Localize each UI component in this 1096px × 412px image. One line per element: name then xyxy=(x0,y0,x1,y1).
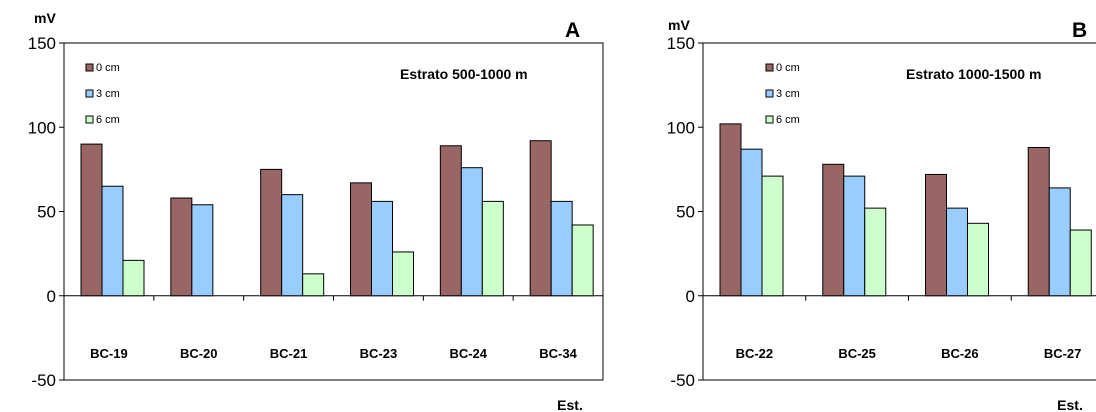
category-label: BC-22 xyxy=(736,346,774,361)
legend-swatch xyxy=(85,89,94,98)
y-tick-label: 0 xyxy=(686,287,695,306)
bar xyxy=(439,145,462,297)
bar xyxy=(260,168,283,297)
bar xyxy=(191,204,214,297)
bar xyxy=(529,140,552,297)
legend-label: 6 cm xyxy=(96,114,120,126)
panel-letter: A xyxy=(565,19,580,42)
bar xyxy=(967,222,989,297)
bar xyxy=(925,173,947,297)
bar xyxy=(371,200,393,297)
y-tick-label: 50 xyxy=(676,203,695,222)
bar xyxy=(170,197,193,297)
y-tick-label: -50 xyxy=(31,371,56,390)
bar xyxy=(761,175,784,297)
category-label: BC-20 xyxy=(180,346,218,361)
category-label: BC-25 xyxy=(838,346,876,361)
x-axis-label: Est. xyxy=(557,397,583,412)
y-tick-label: 50 xyxy=(37,203,56,222)
legend-label: 0 cm xyxy=(776,62,800,74)
bar xyxy=(481,200,504,297)
legend-swatch xyxy=(765,63,774,72)
category-label: BC-34 xyxy=(539,346,577,361)
bar xyxy=(302,273,325,297)
bar xyxy=(1069,229,1092,297)
bar xyxy=(571,224,594,297)
legend-swatch xyxy=(85,63,94,72)
bar xyxy=(843,175,866,297)
bar xyxy=(946,207,968,297)
legend-label: 3 cm xyxy=(96,88,120,100)
legend-label: 3 cm xyxy=(776,88,800,100)
y-tick-label: 0 xyxy=(47,287,56,306)
y-tick-label: 100 xyxy=(667,118,695,137)
legend-swatch xyxy=(765,89,774,98)
legend-label: 6 cm xyxy=(776,114,800,126)
x-axis-label: Est. xyxy=(1057,397,1083,412)
panel-letter: B xyxy=(1072,19,1087,42)
y-tick-label: 150 xyxy=(28,34,56,53)
bar xyxy=(550,200,573,297)
bar xyxy=(350,182,372,297)
category-label: BC-23 xyxy=(360,346,398,361)
bar xyxy=(1027,146,1050,297)
bar xyxy=(1048,187,1071,297)
y-tick-label: -50 xyxy=(670,371,695,390)
chart-a: mV A Estrato 500-1000 m Est. -50 0 50 100 15… xyxy=(28,10,604,412)
bar xyxy=(392,251,414,297)
legend-label: 0 cm xyxy=(96,62,120,74)
legend-swatch xyxy=(85,115,94,124)
bar xyxy=(80,143,103,297)
bar xyxy=(719,123,742,297)
y-tick-label: 100 xyxy=(28,118,56,137)
y-tick-label: 150 xyxy=(667,34,695,53)
y-axis-label: mV xyxy=(668,17,690,33)
bar xyxy=(101,185,124,297)
bar xyxy=(122,259,145,297)
category-label: BC-24 xyxy=(449,346,487,361)
bar xyxy=(740,148,763,297)
bar xyxy=(460,167,483,297)
plot-frame xyxy=(63,42,604,381)
category-label: BC-21 xyxy=(270,346,308,361)
stratum-label: Estrato 1000-1500 m xyxy=(906,66,1041,82)
stratum-label: Estrato 500-1000 m xyxy=(400,66,528,82)
category-label: BC-27 xyxy=(1044,346,1082,361)
y-axis-label: mV xyxy=(34,10,56,26)
category-label: BC-19 xyxy=(90,346,128,361)
bar xyxy=(822,163,845,297)
bar xyxy=(864,207,887,297)
bar xyxy=(281,194,304,297)
category-label: BC-26 xyxy=(941,346,979,361)
legend-swatch xyxy=(765,115,774,124)
chart-b: mV B Estrato 1000-1500 m Est. -50 0 50 100 1… xyxy=(667,17,1096,412)
